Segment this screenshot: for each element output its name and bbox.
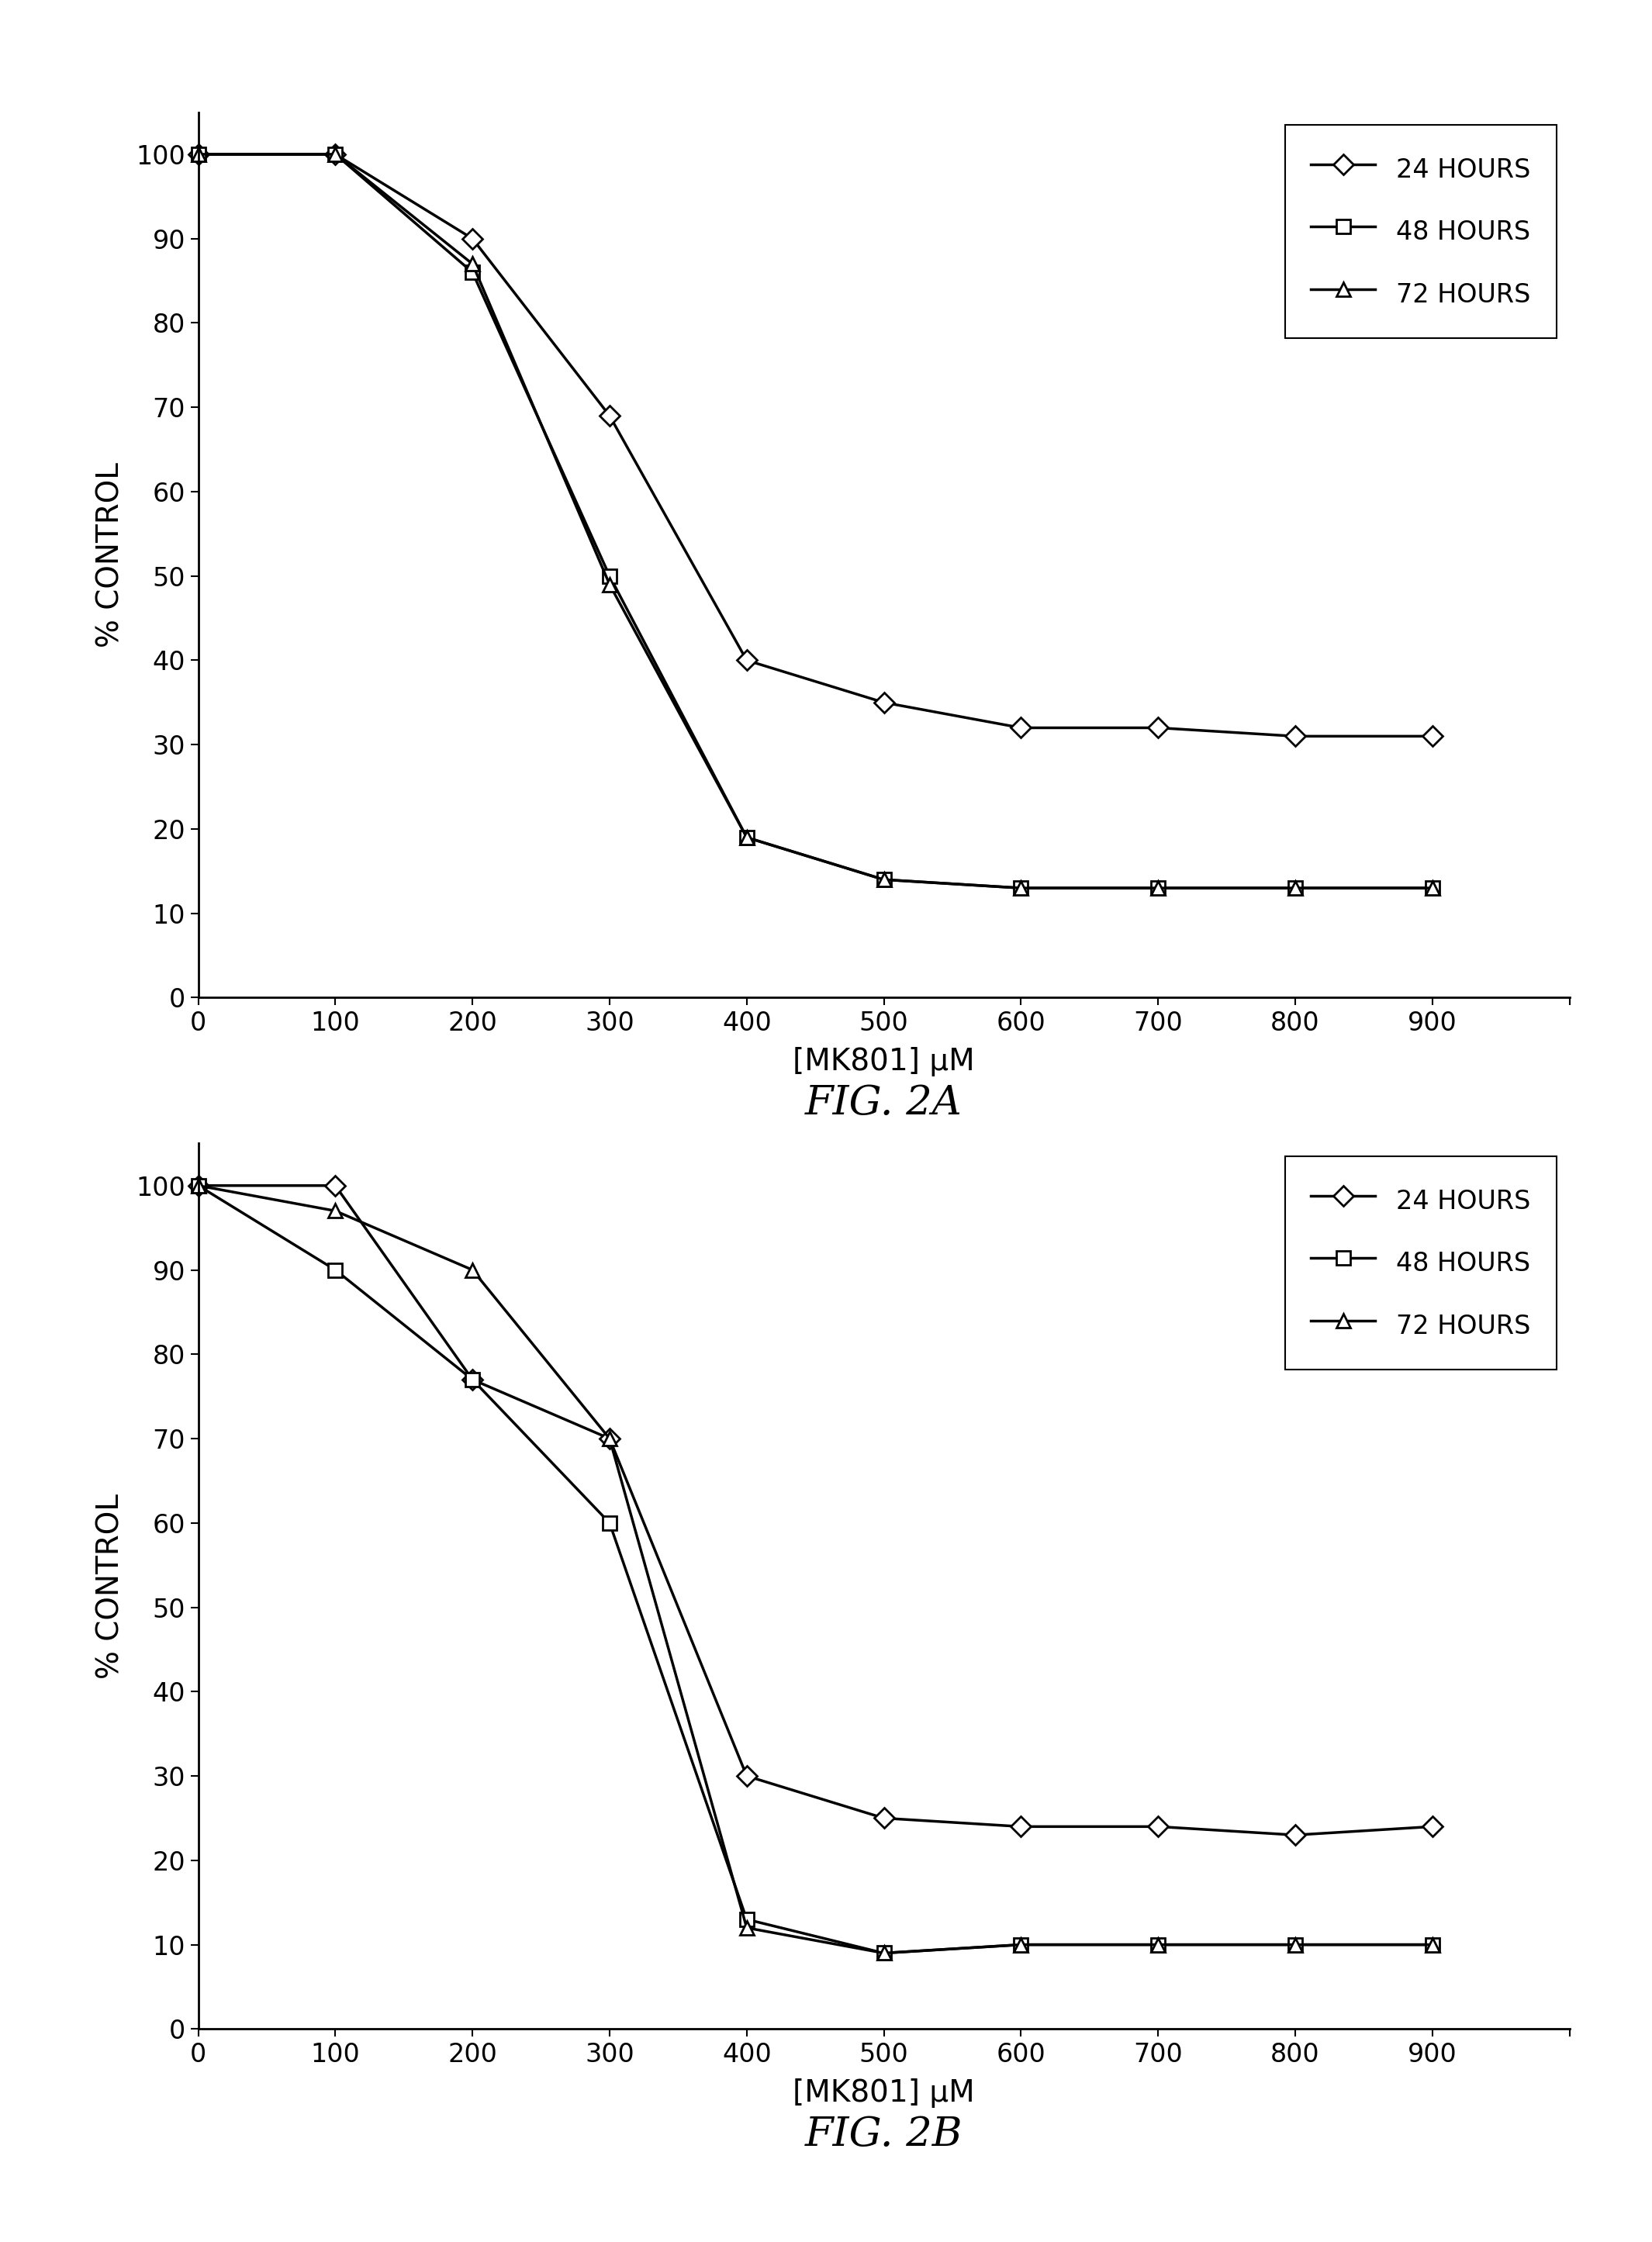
24 HOURS bbox=[1285, 1821, 1305, 1847]
Line: 24 HOURS: 24 HOURS bbox=[192, 1179, 1439, 1843]
Line: 72 HOURS: 72 HOURS bbox=[192, 148, 1439, 895]
24 HOURS bbox=[737, 648, 757, 675]
48 HOURS bbox=[325, 1256, 345, 1282]
Y-axis label: % CONTROL: % CONTROL bbox=[96, 462, 126, 648]
24 HOURS bbox=[600, 401, 620, 428]
X-axis label: [MK801] μM: [MK801] μM bbox=[793, 1047, 975, 1076]
24 HOURS bbox=[1148, 715, 1168, 742]
72 HOURS bbox=[1285, 1930, 1305, 1957]
48 HOURS bbox=[874, 1939, 894, 1966]
72 HOURS bbox=[463, 251, 482, 278]
48 HOURS bbox=[1422, 1930, 1442, 1957]
48 HOURS bbox=[463, 1365, 482, 1392]
24 HOURS bbox=[463, 1365, 482, 1392]
72 HOURS bbox=[1422, 874, 1442, 901]
48 HOURS bbox=[1011, 1930, 1031, 1957]
72 HOURS bbox=[737, 1915, 757, 1942]
48 HOURS bbox=[1422, 874, 1442, 901]
Text: FIG. 2A: FIG. 2A bbox=[805, 1083, 963, 1123]
72 HOURS bbox=[1011, 874, 1031, 901]
24 HOURS bbox=[600, 1426, 620, 1453]
X-axis label: [MK801] μM: [MK801] μM bbox=[793, 2078, 975, 2107]
48 HOURS bbox=[737, 825, 757, 852]
Line: 48 HOURS: 48 HOURS bbox=[192, 1179, 1439, 1960]
24 HOURS bbox=[1422, 722, 1442, 749]
72 HOURS bbox=[463, 1256, 482, 1282]
Legend: 24 HOURS, 48 HOURS, 72 HOURS: 24 HOURS, 48 HOURS, 72 HOURS bbox=[1285, 1157, 1556, 1370]
24 HOURS bbox=[737, 1762, 757, 1789]
48 HOURS bbox=[1011, 874, 1031, 901]
72 HOURS bbox=[1285, 874, 1305, 901]
72 HOURS bbox=[1148, 1930, 1168, 1957]
24 HOURS bbox=[188, 141, 208, 168]
48 HOURS bbox=[874, 865, 894, 892]
72 HOURS bbox=[737, 825, 757, 852]
48 HOURS bbox=[1285, 874, 1305, 901]
72 HOURS bbox=[874, 865, 894, 892]
72 HOURS bbox=[1148, 874, 1168, 901]
72 HOURS bbox=[874, 1939, 894, 1966]
24 HOURS bbox=[463, 224, 482, 251]
24 HOURS bbox=[1148, 1814, 1168, 1841]
72 HOURS bbox=[188, 141, 208, 168]
48 HOURS bbox=[1285, 1930, 1305, 1957]
72 HOURS bbox=[188, 1173, 208, 1199]
72 HOURS bbox=[600, 572, 620, 599]
Y-axis label: % CONTROL: % CONTROL bbox=[96, 1493, 126, 1679]
72 HOURS bbox=[325, 1197, 345, 1224]
Text: FIG. 2B: FIG. 2B bbox=[805, 2114, 963, 2155]
72 HOURS bbox=[1011, 1930, 1031, 1957]
48 HOURS bbox=[737, 1906, 757, 1933]
24 HOURS bbox=[874, 688, 894, 715]
72 HOURS bbox=[1422, 1930, 1442, 1957]
48 HOURS bbox=[325, 141, 345, 168]
24 HOURS bbox=[874, 1805, 894, 1832]
Line: 48 HOURS: 48 HOURS bbox=[192, 148, 1439, 895]
48 HOURS bbox=[188, 1173, 208, 1199]
24 HOURS bbox=[1011, 1814, 1031, 1841]
24 HOURS bbox=[188, 1173, 208, 1199]
Legend: 24 HOURS, 48 HOURS, 72 HOURS: 24 HOURS, 48 HOURS, 72 HOURS bbox=[1285, 126, 1556, 339]
72 HOURS bbox=[600, 1426, 620, 1453]
24 HOURS bbox=[325, 141, 345, 168]
Line: 72 HOURS: 72 HOURS bbox=[192, 1179, 1439, 1960]
72 HOURS bbox=[325, 141, 345, 168]
48 HOURS bbox=[1148, 1930, 1168, 1957]
24 HOURS bbox=[1011, 715, 1031, 742]
Line: 24 HOURS: 24 HOURS bbox=[192, 148, 1439, 744]
24 HOURS bbox=[325, 1173, 345, 1199]
48 HOURS bbox=[1148, 874, 1168, 901]
48 HOURS bbox=[188, 141, 208, 168]
48 HOURS bbox=[600, 563, 620, 590]
24 HOURS bbox=[1285, 722, 1305, 749]
24 HOURS bbox=[1422, 1814, 1442, 1841]
48 HOURS bbox=[463, 258, 482, 285]
48 HOURS bbox=[600, 1509, 620, 1536]
